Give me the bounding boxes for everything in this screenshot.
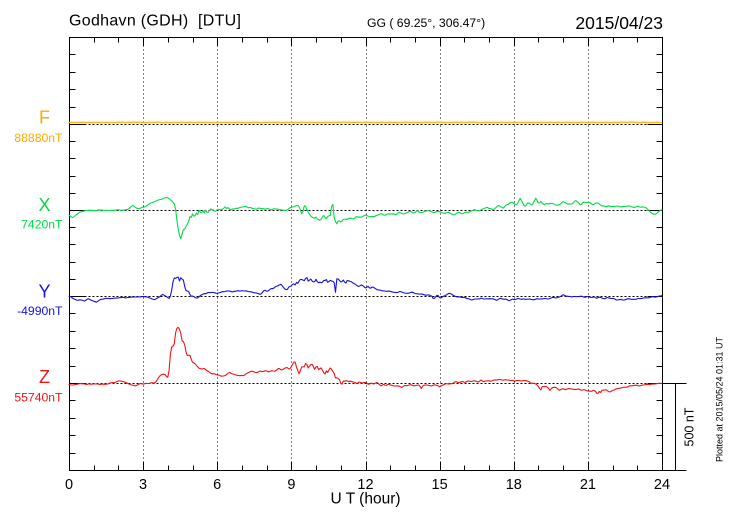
svg-text:2015/04/23: 2015/04/23	[575, 13, 663, 33]
svg-text:15: 15	[432, 477, 448, 493]
svg-text:6: 6	[213, 477, 221, 493]
svg-text:88880nT: 88880nT	[14, 131, 63, 145]
svg-text:Z: Z	[39, 367, 50, 387]
svg-text:U T (hour): U T (hour)	[330, 491, 400, 508]
svg-text:X: X	[38, 195, 50, 215]
svg-text:-4990nT: -4990nT	[17, 304, 63, 318]
svg-text:3: 3	[139, 477, 147, 493]
svg-text:0: 0	[65, 477, 73, 493]
svg-text:21: 21	[580, 477, 596, 493]
svg-text:Plotted at 2015/05/24 01:31 UT: Plotted at 2015/05/24 01:31 UT	[715, 336, 725, 462]
svg-text:12: 12	[357, 477, 373, 493]
svg-text:Godhavn (GDH) [DTU]: Godhavn (GDH) [DTU]	[69, 13, 241, 30]
svg-text:Y: Y	[38, 281, 50, 301]
svg-text:18: 18	[506, 477, 522, 493]
svg-text:24: 24	[654, 477, 670, 493]
svg-text:9: 9	[287, 477, 295, 493]
svg-text:500 nT: 500 nT	[683, 407, 697, 446]
svg-text:7420nT: 7420nT	[21, 218, 63, 232]
svg-text:F: F	[39, 107, 50, 127]
svg-text:55740nT: 55740nT	[14, 391, 63, 405]
svg-text:GG ( 69.25°, 306.47°): GG ( 69.25°, 306.47°)	[367, 16, 485, 30]
